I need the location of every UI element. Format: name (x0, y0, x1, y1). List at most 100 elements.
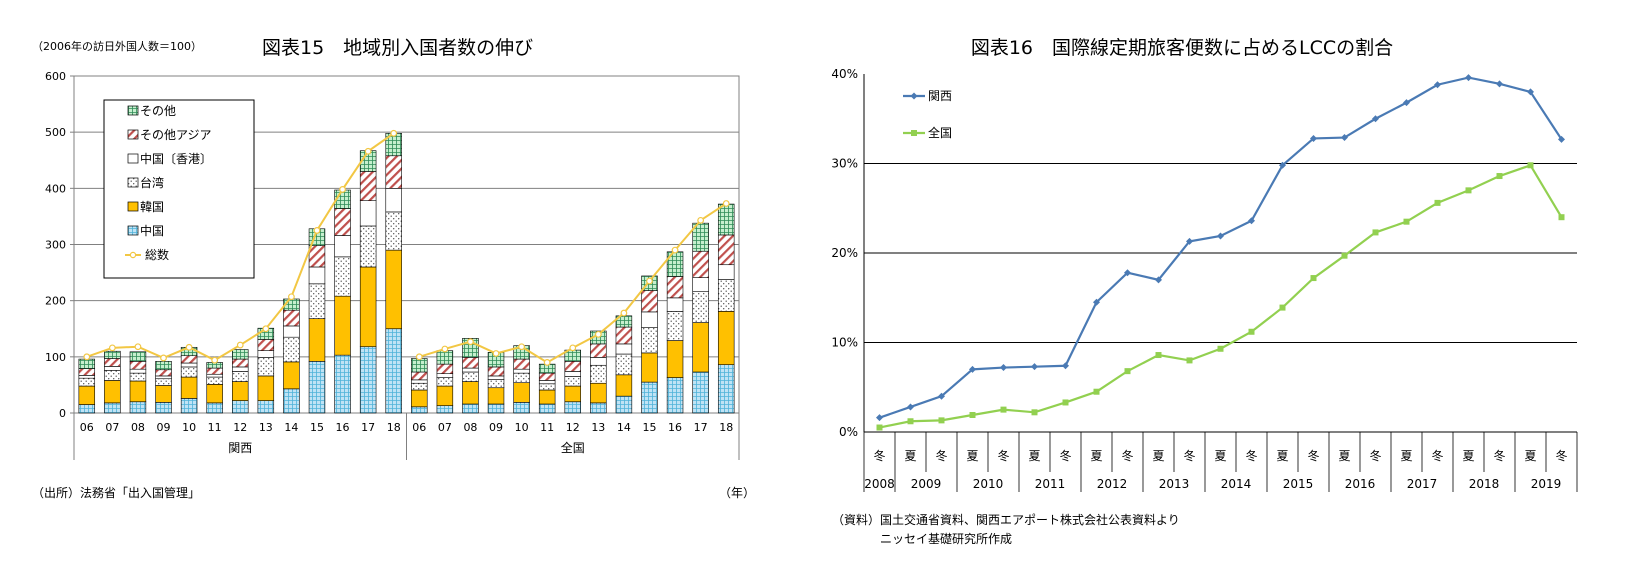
chart2-point-kansai (1558, 135, 1565, 143)
chart1-bar-segment-china (411, 406, 428, 414)
chart2-line-kansai (879, 76, 1563, 419)
chart1-bar-segment-other (129, 351, 147, 362)
chart1-y-tick-label: 100 (45, 351, 66, 364)
chart1-bar-segment-hongkong (538, 380, 556, 385)
chart1-bar-segment-hongkong (513, 368, 530, 374)
chart2-point-national (1186, 357, 1193, 364)
chart1-x-tick-label: 15 (310, 421, 324, 434)
chart2-point-kansai (1465, 74, 1472, 82)
chart1-bar-segment-taiwan (436, 377, 454, 387)
chart1-bar-segment-taiwan (385, 211, 402, 251)
chart1-bar-segment-otherasia (129, 361, 147, 370)
chart2-season-label: 冬 (1493, 448, 1505, 463)
chart1-bar-segment-korea (436, 385, 454, 406)
chart2-season-label: 夏 (1214, 449, 1226, 463)
chart1-bar-segment-korea (104, 380, 121, 404)
chart1-bar-segment-korea (666, 340, 684, 378)
chart1-bar-segment-taiwan (590, 364, 607, 384)
chart1-x-tick-label: 11 (540, 421, 554, 434)
chart2-legend-label: 全国 (928, 125, 952, 140)
chart1-bar-segment-china (564, 401, 581, 414)
chart1-bar-segment-other (104, 350, 121, 359)
chart1-total-point (339, 186, 346, 193)
chart1-bar-segment-otherasia (538, 372, 556, 381)
chart1-bar-segment-otherasia (257, 339, 275, 351)
chart1-legend-swatch-hongkong (127, 153, 139, 164)
chart1-bar-segment-taiwan (411, 382, 428, 391)
chart2-year-label: 2011 (1035, 477, 1066, 491)
chart2-point-kansai (1155, 276, 1162, 284)
chart1-x-tick-label: 18 (387, 421, 401, 434)
chart2-point-kansai (1124, 269, 1131, 277)
chart1-bar-segment-china (283, 388, 300, 414)
chart2-legend-marker (910, 92, 918, 100)
chart2-point-national (1062, 399, 1069, 406)
chart1-bar-segment-taiwan (308, 283, 326, 319)
chart1-bar-segment-other (411, 358, 428, 373)
chart1-total-point (467, 338, 474, 346)
chart2-source-line-2: ニッセイ基礎研究所作成 (880, 531, 1012, 546)
chart2-point-kansai (1062, 362, 1069, 370)
chart1-bar-segment-china (129, 401, 147, 414)
chart1-bar-segment-china (666, 377, 684, 414)
chart1-bar-segment-taiwan (155, 378, 172, 386)
chart2-point-kansai (1186, 237, 1193, 245)
chart1-bar-segment-china (538, 403, 556, 414)
chart1-bar-segment-korea (641, 352, 658, 383)
chart1-legend-swatch-other (127, 105, 139, 116)
chart2-point-national (1217, 345, 1224, 352)
chart1-bar-segment-other (232, 349, 249, 360)
chart1-bar-segment-korea (180, 376, 198, 399)
chart1-bar-segment-otherasia (590, 343, 607, 358)
chart1-bar-segment-china (257, 400, 275, 414)
chart2-point-national (1372, 229, 1379, 236)
chart1-x-tick-label: 14 (284, 421, 298, 434)
chart1-bar-segment-hongkong (462, 367, 479, 373)
chart2-point-kansai (1341, 134, 1348, 142)
chart2-legend-marker (911, 130, 917, 136)
chart2-season-label: 冬 (1369, 448, 1381, 463)
chart1-bar-segment-china (436, 405, 454, 414)
chart2-season-label: 冬 (935, 448, 947, 463)
chart1-bar-segment-china (692, 371, 709, 414)
chart1-x-tick-label: 14 (617, 421, 631, 434)
chart1-x-tick-label: 16 (336, 421, 350, 434)
chart1-bar-segment-hongkong (717, 264, 735, 280)
chart1-bar-segment-korea (615, 374, 633, 397)
chart1-bar-segment-korea (717, 311, 735, 365)
chart1-bar-segment-hongkong (359, 200, 377, 227)
chart2-point-kansai (1031, 363, 1038, 371)
chart1-total-point (543, 359, 551, 366)
chart1-y-tick-label: 600 (45, 70, 66, 83)
chart1-bar-segment-korea (257, 375, 275, 401)
chart1-total-point (722, 200, 730, 207)
chart1-total-point (83, 353, 91, 361)
chart2-gridlines (864, 163, 1577, 343)
chart2-season-label: 冬 (1555, 448, 1567, 463)
chart2-year-label: 2012 (1097, 477, 1128, 491)
chart1-bar-segment-korea (129, 380, 147, 403)
chart1-title: 図表15 地域別入国者数の伸び (262, 37, 533, 59)
chart1-total-point (569, 344, 577, 352)
chart2-series-lines (876, 74, 1565, 431)
chart1-source: （出所）法務省「出入国管理」 (32, 485, 200, 500)
chart2-x-axis: 冬 夏 冬 夏 冬 夏 冬 夏 冬 夏 冬 夏 冬 夏 冬 夏 冬 夏 冬 夏 冬 夏 冬 2008 2009 2010 2011 2… (863, 431, 1578, 492)
chart1-x-tick-label: 13 (591, 421, 605, 434)
chart1-bar-segment-taiwan (487, 378, 505, 389)
chart1-bar-segment-taiwan (666, 311, 684, 341)
chart1-bar-segment-korea (692, 322, 709, 373)
chart1-y-tick-label: 0 (59, 407, 66, 420)
chart2-year-label: 2010 (973, 477, 1004, 491)
chart2-season-label: 冬 (873, 448, 885, 463)
chart1-y-tick-label: 300 (45, 239, 66, 252)
chart2-season-label: 冬 (1431, 448, 1443, 463)
chart2-year-label: 2008 (864, 477, 895, 491)
chart2-season-label: 夏 (1276, 449, 1288, 463)
chart1-x-tick-label: 09 (489, 421, 503, 434)
chart1-total-point (697, 216, 705, 224)
chart2-point-national (1124, 368, 1131, 375)
chart1-bar-segment-taiwan (717, 279, 735, 312)
chart1-legend-label: 中国 (140, 223, 164, 238)
chart1-bar-segment-hongkong (641, 311, 658, 328)
